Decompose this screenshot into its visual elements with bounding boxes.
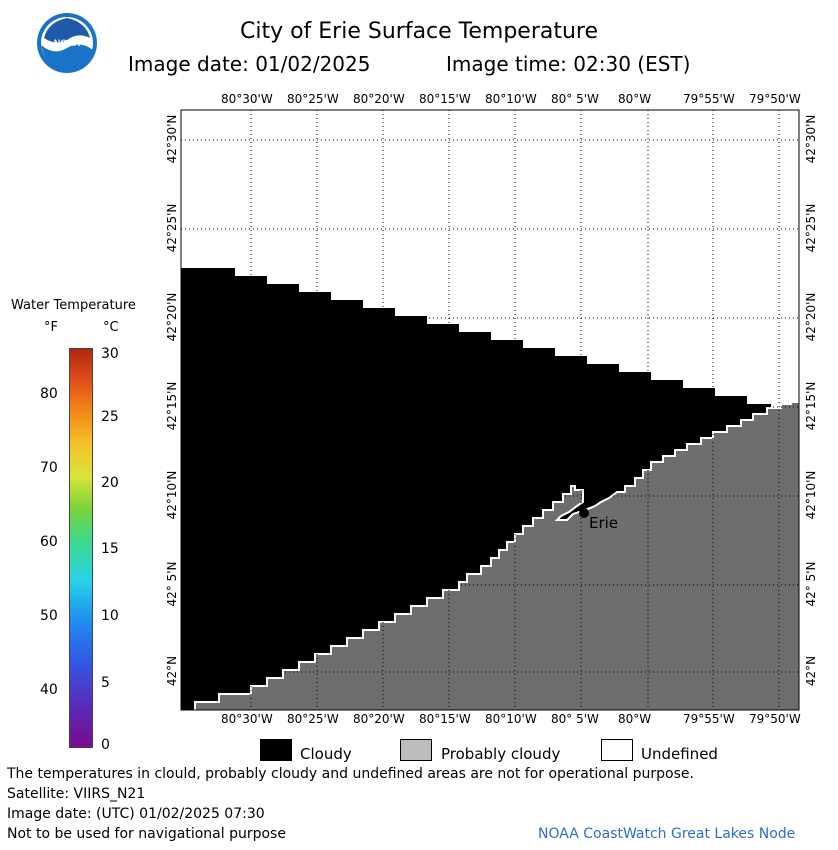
colorbar-c-tick: 20 [101,475,119,491]
colorbar-c-tick: 0 [101,737,110,753]
colorbar-c-tick: 15 [101,541,119,557]
colorbar-f-tick: 60 [40,534,58,550]
lon-label-top: 80° 5'W [551,92,599,106]
lon-label-bottom: 80°10'W [485,712,537,726]
lon-label-top: 79°55'W [683,92,735,106]
lat-label-left: 42°N [165,655,179,687]
lon-label-top: 80°10'W [485,92,537,106]
erie-label: Erie [589,514,618,532]
legend-swatch-undefined [601,739,633,761]
lon-label-top: 80°W [618,92,652,106]
colorbar-unit-c: °C [103,320,119,335]
lat-label-left: 42°25'N [165,203,179,253]
lat-label-right: 42°N [804,655,818,687]
graticule [181,110,799,710]
lon-label-top: 80°15'W [419,92,471,106]
colorbar-unit-f: °F [44,320,58,335]
nav-warning-text: Not to be used for navigational purpose [7,826,286,842]
lat-label-right: 42°15'N [804,381,818,431]
lat-label-right: 42°30'N [804,114,818,164]
colorbar-c-tick: 25 [101,409,119,425]
lon-label-bottom: 80°W [618,712,652,726]
lat-label-right: 42° 5'N [804,561,818,607]
lon-label-bottom: 80°25'W [287,712,339,726]
colorbar [69,348,93,748]
lon-label-bottom: 80° 5'W [551,712,599,726]
lon-label-bottom: 80°15'W [419,712,471,726]
colorbar-f-tick: 80 [40,386,58,402]
colorbar-f-tick: 70 [40,460,58,476]
colorbar-c-tick: 30 [101,346,119,362]
disclaimer-text: The temperatures in clould, probably clo… [7,766,694,782]
satellite-text: Satellite: VIIRS_N21 [7,786,146,802]
legend-swatch-probably-cloudy [400,739,432,761]
lat-label-right: 42°10'N [804,470,818,520]
image-date: Image date: 01/02/2025 [128,52,371,76]
lat-label-left: 42°20'N [165,292,179,342]
utc-date-text: Image date: (UTC) 01/02/2025 07:30 [7,806,265,822]
logo-text: NOAA [54,38,81,48]
lon-label-bottom: 80°20'W [353,712,405,726]
page-title: City of Erie Surface Temperature [239,19,599,44]
colorbar-f-tick: 50 [40,608,58,624]
map-frame [180,109,800,711]
noaa-logo: NOAA [37,13,97,73]
coastline [194,401,799,710]
lon-label-top: 80°30'W [221,92,273,106]
legend-label-probably-cloudy: Probably cloudy [441,745,561,763]
legend-label-cloudy: Cloudy [300,745,352,763]
lon-label-bottom: 79°50'W [749,712,801,726]
lat-label-right: 42°20'N [804,292,818,342]
lat-label-left: 42°30'N [165,114,179,164]
legend-label-undefined: Undefined [641,745,718,763]
lon-label-top: 80°25'W [287,92,339,106]
lon-label-bottom: 80°30'W [221,712,273,726]
colorbar-title: Water Temperature [11,298,136,313]
lon-label-top: 79°50'W [749,92,801,106]
lat-label-right: 42°25'N [804,203,818,253]
lon-label-bottom: 79°55'W [683,712,735,726]
lat-label-left: 42° 5'N [165,561,179,607]
lon-label-top: 80°20'W [353,92,405,106]
credit-link[interactable]: NOAA CoastWatch Great Lakes Node [538,826,796,842]
map-plot: Erie [180,109,800,711]
lat-label-left: 42°10'N [165,470,179,520]
legend-swatch-cloudy [260,739,292,761]
colorbar-c-tick: 5 [101,675,110,691]
lat-label-left: 42°15'N [165,381,179,431]
erie-marker [579,508,589,518]
colorbar-f-tick: 40 [40,682,58,698]
image-time: Image time: 02:30 (EST) [446,52,691,76]
colorbar-c-tick: 10 [101,608,119,624]
